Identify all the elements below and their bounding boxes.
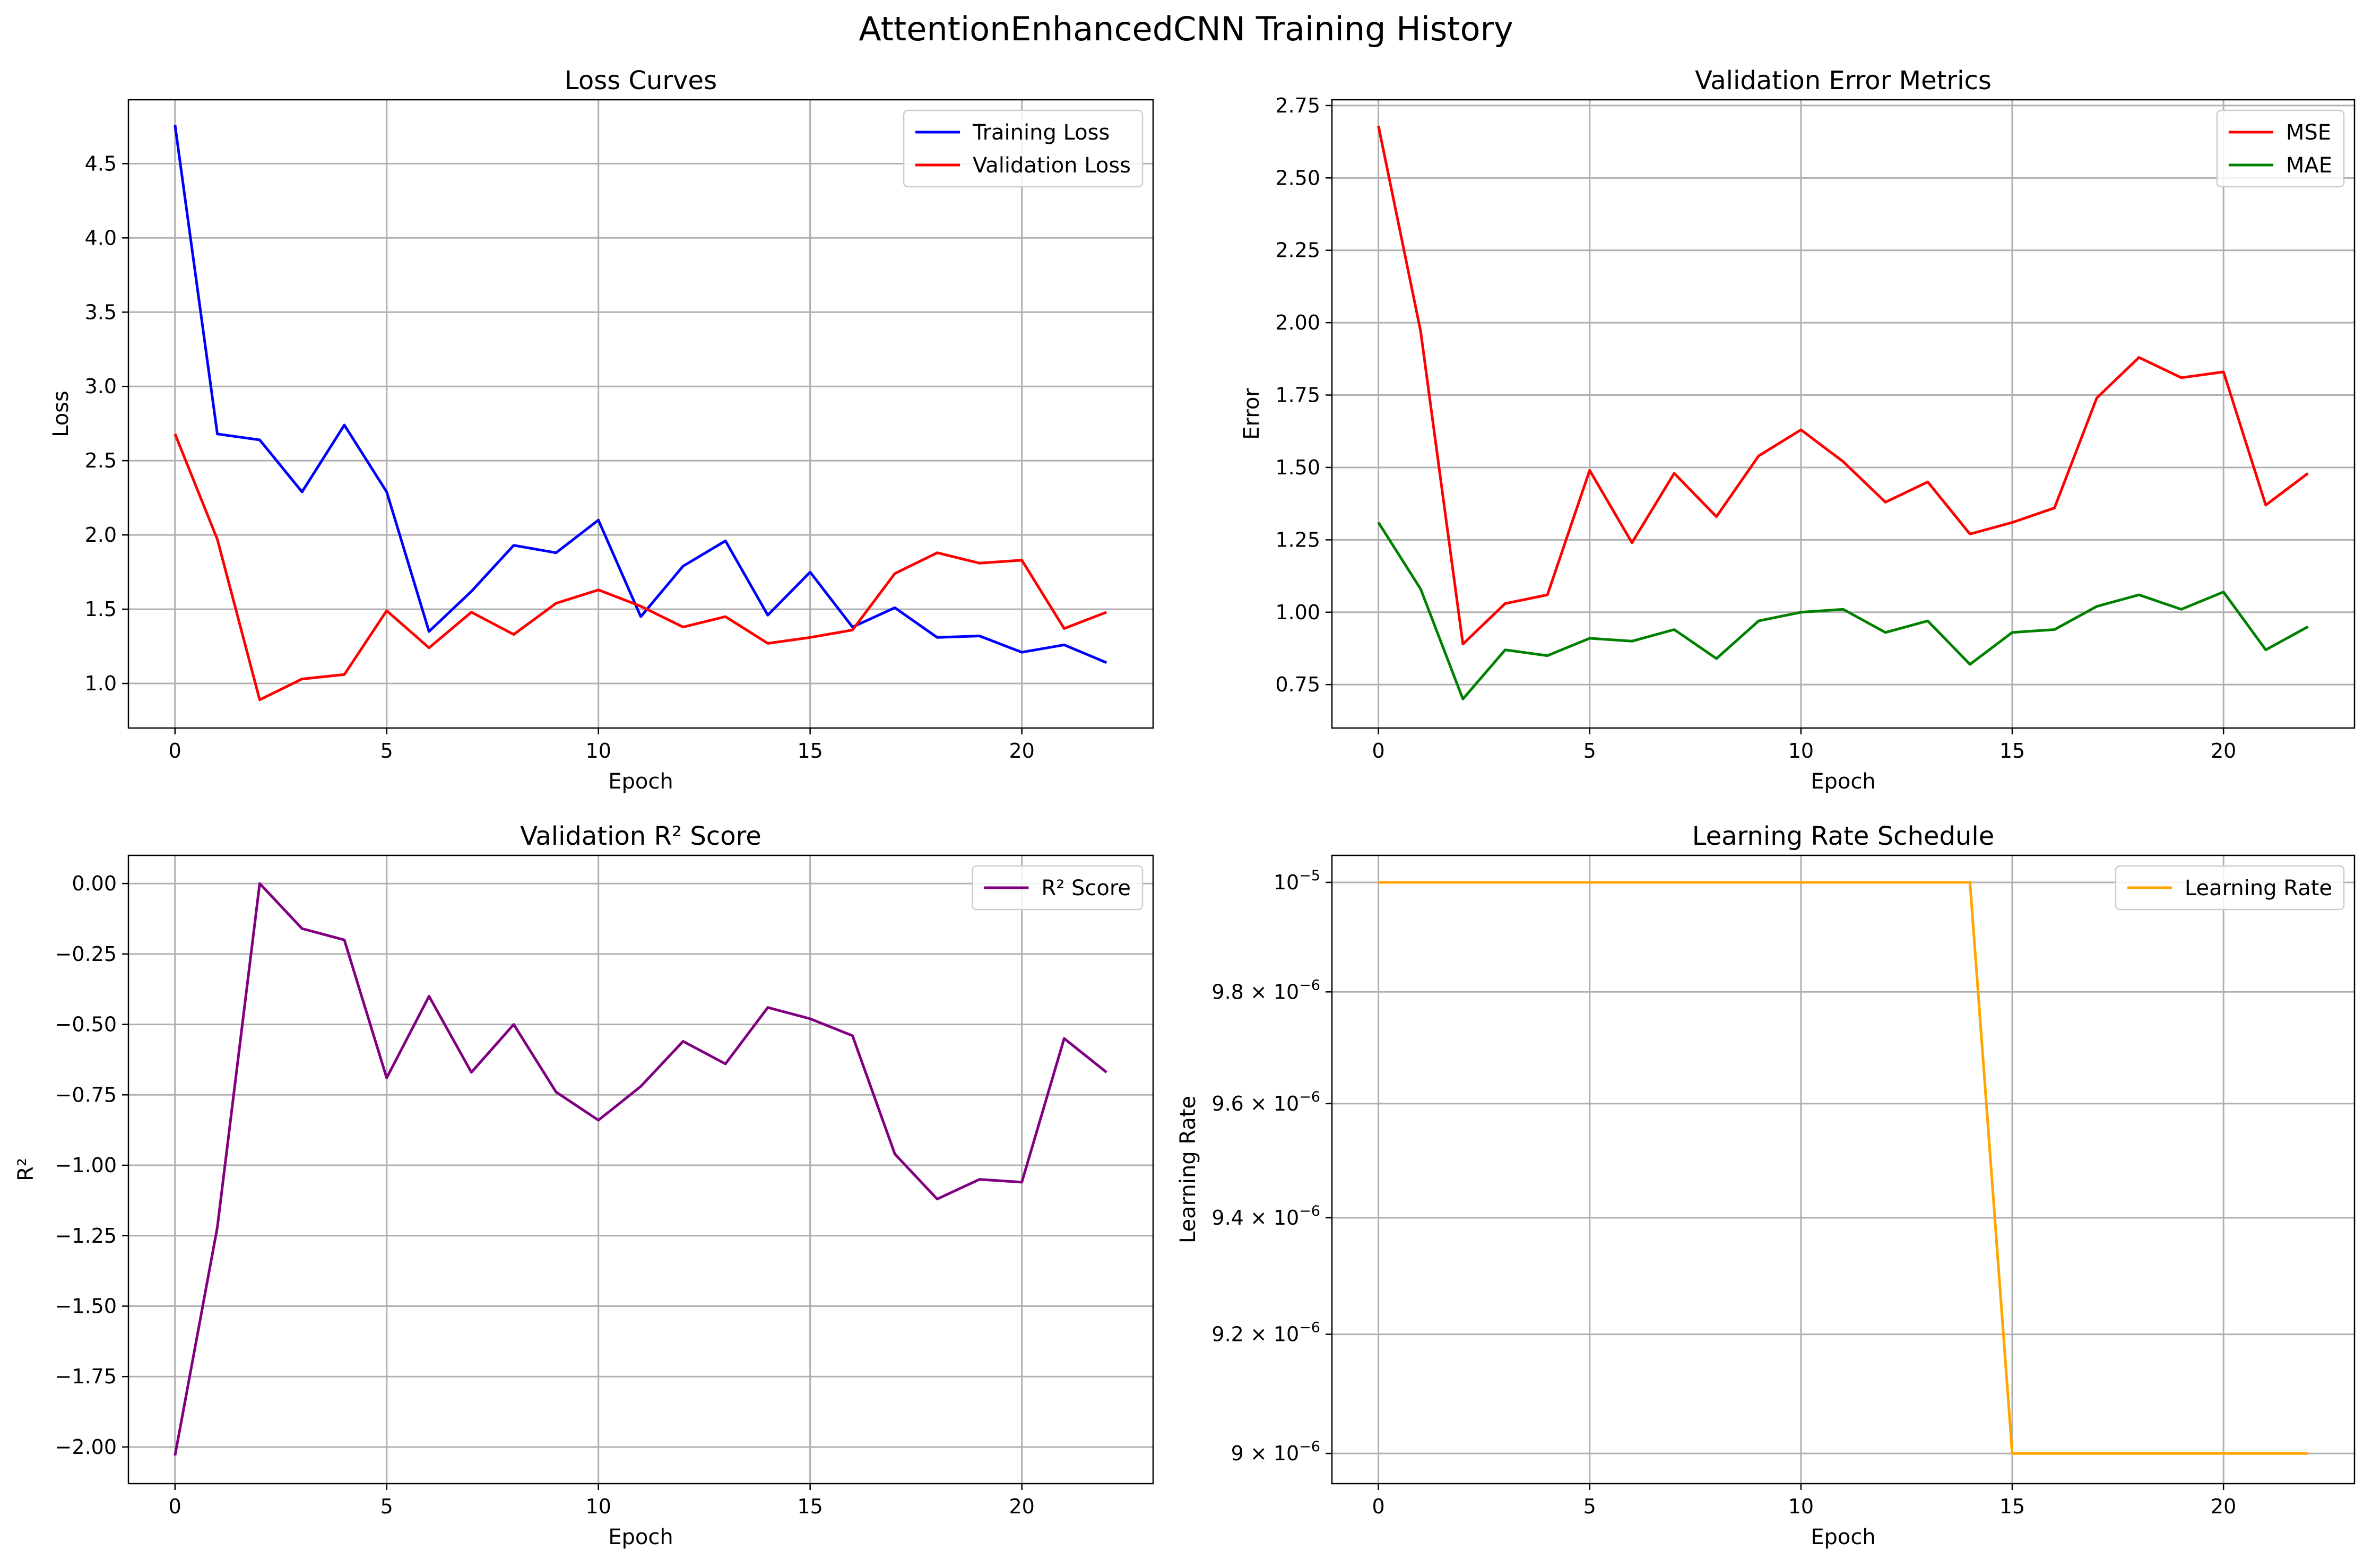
y-tick-label: 1.0 — [85, 672, 117, 695]
x-tick-label: 0 — [169, 1495, 181, 1518]
y-axis-label: Error — [1240, 388, 1264, 440]
plot-frame — [1331, 854, 2356, 1485]
x-tick-label: 20 — [1009, 1495, 1034, 1518]
x-tick-label: 15 — [797, 739, 823, 763]
y-tick-label: 2.50 — [1275, 166, 1320, 189]
y-tick-label: 3.5 — [85, 300, 117, 324]
x-tick-label: 10 — [586, 739, 611, 763]
legend: MSE MAE — [2216, 109, 2345, 188]
x-tick-label: 15 — [797, 1495, 823, 1518]
series-line-validation-loss — [174, 433, 1107, 701]
y-tick-label: 1.25 — [1275, 528, 1320, 551]
x-tick-label: 10 — [586, 1495, 611, 1518]
x-axis-label: Epoch — [608, 769, 673, 794]
y-axis-label: Loss — [49, 391, 73, 437]
x-axis-label: Epoch — [1811, 769, 1875, 794]
series-line-r-score — [174, 882, 1107, 1456]
y-tick-label: 2.00 — [1275, 311, 1320, 334]
y-tick-label: −1.75 — [55, 1365, 117, 1388]
chart-panel-4: 0 5 10 15 20 9 × 10−6 9.2 × 10−6 9.4 × 10−6 9.6 … — [1176, 821, 2356, 1549]
x-axis-label: Epoch — [1811, 1525, 1875, 1549]
y-tick-label: 1.75 — [1275, 384, 1320, 407]
legend-label-validation-loss: Validation Loss — [973, 153, 1131, 178]
x-tick-label: 0 — [1372, 739, 1384, 763]
series-line-learning-rate — [1378, 881, 2308, 1455]
x-tick-label: 15 — [1999, 1495, 2025, 1518]
y-tick-label: 0.00 — [72, 872, 117, 895]
y-tick-label: 9.4 × 10−6 — [1211, 1203, 1320, 1229]
plot-frame — [127, 854, 1154, 1485]
series-line-mse — [1377, 125, 2309, 646]
y-tick-label: −1.00 — [55, 1154, 117, 1177]
legend-label-training-loss: Training Loss — [972, 120, 1110, 145]
x-tick-label: 0 — [169, 739, 181, 763]
panel-title: Learning Rate Schedule — [1692, 821, 1995, 851]
legend-box — [2216, 109, 2345, 188]
x-tick-label: 5 — [380, 739, 393, 763]
y-tick-label: 9 × 10−6 — [1231, 1439, 1320, 1465]
chart-panel-3: 0 5 10 15 20 −2.00 −1.75 −1.50 −1.25 −1.00 −0.75 −0… — [14, 821, 1154, 1549]
y-tick-label: 2.75 — [1275, 94, 1320, 117]
x-tick-label: 15 — [1999, 739, 2025, 763]
legend-label-mae: MAE — [2286, 153, 2332, 178]
panel-title: Validation R² Score — [520, 821, 761, 851]
series-line-training-loss — [174, 125, 1107, 664]
legend: Training Loss Validation Loss — [903, 109, 1144, 188]
chart-panel-1: 0 5 10 15 20 1.0 1.5 2.0 2.5 3.0 3.5 4.0 4.5 Loss Cur… — [49, 66, 1154, 794]
x-tick-label: 20 — [2211, 1495, 2236, 1518]
y-tick-label: −1.25 — [55, 1224, 117, 1248]
x-tick-label: 20 — [2211, 739, 2236, 763]
series-line-mae — [1377, 522, 2309, 700]
y-tick-label: −1.50 — [55, 1295, 117, 1318]
x-tick-label: 20 — [1009, 739, 1034, 763]
legend-box — [2115, 865, 2345, 911]
y-tick-label: 9.6 × 10−6 — [1211, 1089, 1320, 1115]
y-tick-label: 1.00 — [1275, 601, 1320, 624]
y-tick-label: −0.50 — [55, 1013, 117, 1036]
y-tick-label: 1.50 — [1275, 456, 1320, 479]
x-tick-label: 5 — [1583, 739, 1596, 763]
legend-box — [903, 109, 1144, 188]
legend-label-mse: MSE — [2286, 120, 2331, 145]
y-tick-label: 3.0 — [85, 375, 117, 398]
chart-panel-2: 0 5 10 15 20 0.75 1.00 1.25 1.50 1.75 2.00 2.25 2.50… — [1240, 66, 2356, 794]
y-axis-label: Learning Rate — [1176, 1096, 1200, 1243]
y-tick-label: 10−5 — [1274, 868, 1320, 894]
y-tick-label: 4.5 — [85, 152, 117, 175]
y-tick-label: 4.0 — [85, 226, 117, 249]
x-axis-label: Epoch — [608, 1525, 673, 1549]
y-tick-label: −2.00 — [55, 1435, 117, 1459]
x-tick-label: 5 — [1583, 1495, 1596, 1518]
y-tick-label: 9.8 × 10−6 — [1211, 977, 1320, 1003]
legend-box — [972, 865, 1144, 911]
y-tick-label: 0.75 — [1275, 673, 1320, 696]
panel-title: Loss Curves — [565, 66, 717, 96]
y-tick-label: 2.0 — [85, 523, 117, 547]
legend-label-learning-rate: Learning Rate — [2185, 876, 2332, 900]
y-tick-label: −0.75 — [55, 1083, 117, 1106]
plot-frame — [127, 99, 1154, 729]
y-axis-label: R² — [14, 1158, 38, 1181]
x-tick-label: 0 — [1372, 1495, 1384, 1518]
x-tick-label: 5 — [380, 1495, 393, 1518]
y-tick-label: 9.2 × 10−6 — [1211, 1320, 1320, 1346]
x-tick-label: 10 — [1788, 739, 1814, 763]
panel-title: Validation Error Metrics — [1695, 66, 1992, 96]
y-tick-label: 2.25 — [1275, 239, 1320, 262]
x-tick-label: 10 — [1788, 1495, 1814, 1518]
legend: Learning Rate — [2115, 865, 2345, 911]
legend: R² Score — [972, 865, 1144, 911]
plot-frame — [1331, 99, 2356, 729]
legend-label-r-score: R² Score — [1041, 876, 1131, 900]
y-tick-label: 2.5 — [85, 449, 117, 472]
y-tick-label: 1.5 — [85, 597, 117, 621]
figure-title: AttentionEnhancedCNN Training History — [859, 10, 1513, 48]
y-tick-label: −0.25 — [55, 942, 117, 966]
